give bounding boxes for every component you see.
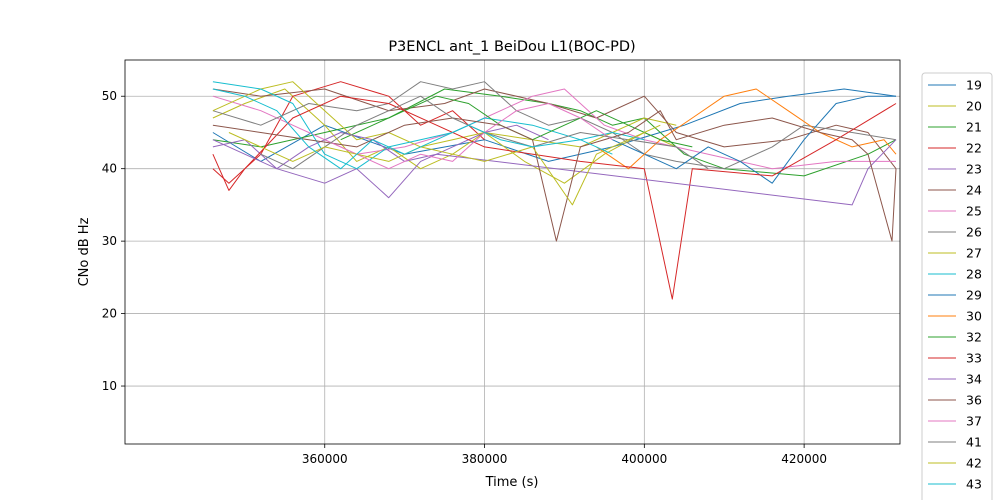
- legend-label: 25: [966, 204, 982, 219]
- legend-label: 43: [966, 477, 982, 492]
- series-line-22: [212, 81, 485, 184]
- axis-ticks: 360000 380000 400000 420000 10 20 30 40 50: [102, 89, 827, 466]
- legend-label: 28: [966, 267, 982, 282]
- series-line-33: [212, 95, 897, 300]
- x-axis-label: Time (s): [485, 475, 539, 490]
- y-tick-label: 20: [102, 307, 117, 321]
- series-line-21: [212, 88, 897, 177]
- series-line-43: [212, 88, 613, 170]
- x-tick-label: 380000: [462, 452, 508, 466]
- legend-label: 33: [966, 351, 982, 366]
- x-tick-label: 360000: [302, 452, 348, 466]
- legend-label: 21: [966, 120, 982, 135]
- legend: 19 20 21 22 23 24 25 26 27 28 29 30 32 33 34 36 37 41 42 43…: [921, 72, 993, 504]
- series-line-42: [228, 124, 661, 206]
- legend-label: 30: [966, 309, 982, 324]
- x-tick-label: 420000: [781, 452, 827, 466]
- series-line-37: [324, 103, 613, 170]
- y-tick-label: 30: [102, 234, 117, 248]
- legend-label: 29: [966, 288, 982, 303]
- series-line-26: [212, 81, 897, 170]
- series-line-29: [612, 95, 896, 184]
- legend-label: 26: [966, 225, 982, 240]
- x-tick-label: 400000: [621, 452, 667, 466]
- y-tick-label: 10: [102, 379, 117, 393]
- plot-frame: [124, 59, 901, 445]
- legend-box: [921, 72, 993, 504]
- legend-label: 27: [966, 246, 982, 261]
- legend-label: 41: [966, 435, 982, 450]
- chart-title: P3ENCL ant_1 BeiDou L1(BOC-PD): [388, 39, 635, 55]
- legend-label: 34: [966, 372, 982, 387]
- series-line-36: [212, 110, 897, 242]
- legend-label: 20: [966, 99, 982, 114]
- series-line-27: [212, 81, 677, 148]
- series-line-23: [212, 124, 549, 199]
- series-line-20: [212, 88, 677, 184]
- legend-label: 36: [966, 393, 982, 408]
- y-axis-label: CNo dB Hz: [77, 217, 92, 286]
- legend-label: 19: [966, 78, 982, 93]
- legend-label: 22: [966, 141, 982, 156]
- grid-lines: [125, 60, 900, 444]
- y-tick-label: 50: [102, 89, 117, 103]
- series-line-30: [596, 88, 897, 170]
- legend-label: 23: [966, 162, 982, 177]
- legend-label: 24: [966, 183, 982, 198]
- plot-series: [212, 81, 897, 300]
- legend-label: 32: [966, 330, 982, 345]
- legend-label: 37: [966, 414, 982, 429]
- series-line-19: [212, 88, 897, 162]
- y-tick-label: 40: [102, 162, 117, 176]
- legend-label: 42: [966, 456, 982, 471]
